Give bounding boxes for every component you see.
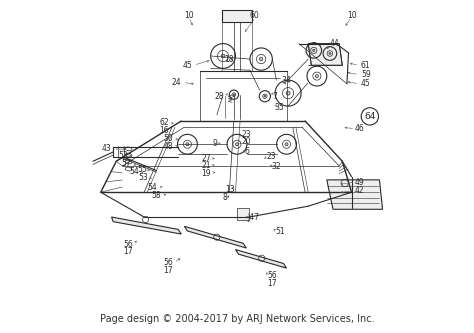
Text: 34: 34 bbox=[282, 76, 292, 85]
Text: 21: 21 bbox=[201, 161, 211, 170]
Text: 45: 45 bbox=[182, 61, 192, 70]
Circle shape bbox=[264, 95, 266, 97]
Polygon shape bbox=[236, 249, 287, 268]
Text: 57: 57 bbox=[121, 159, 131, 168]
Text: 51: 51 bbox=[276, 227, 285, 236]
Polygon shape bbox=[111, 217, 181, 234]
Text: 18: 18 bbox=[224, 55, 234, 64]
Text: 54: 54 bbox=[148, 183, 157, 192]
Text: Page design © 2004-2017 by ARJ Network Services, Inc.: Page design © 2004-2017 by ARJ Network S… bbox=[100, 314, 374, 324]
Text: 9: 9 bbox=[213, 139, 218, 148]
Circle shape bbox=[286, 91, 290, 95]
Text: 56: 56 bbox=[267, 271, 277, 280]
Text: 6: 6 bbox=[245, 147, 250, 156]
Text: 48: 48 bbox=[164, 142, 173, 151]
Polygon shape bbox=[327, 180, 383, 209]
Circle shape bbox=[221, 54, 225, 58]
Text: 17: 17 bbox=[164, 266, 173, 275]
Text: 55: 55 bbox=[137, 165, 147, 174]
Text: 42: 42 bbox=[355, 186, 365, 195]
Text: 24: 24 bbox=[172, 78, 181, 87]
Text: 10: 10 bbox=[184, 11, 194, 20]
Text: 50: 50 bbox=[164, 134, 173, 143]
Text: 17: 17 bbox=[267, 279, 277, 288]
Text: 45: 45 bbox=[361, 79, 371, 88]
Text: 27: 27 bbox=[201, 154, 211, 163]
Text: 10: 10 bbox=[347, 11, 356, 20]
Circle shape bbox=[186, 143, 189, 146]
Text: 23: 23 bbox=[266, 152, 276, 161]
Circle shape bbox=[236, 143, 238, 146]
Polygon shape bbox=[308, 44, 342, 65]
Text: 13: 13 bbox=[225, 184, 235, 194]
Polygon shape bbox=[184, 226, 246, 248]
Circle shape bbox=[285, 143, 288, 146]
Circle shape bbox=[329, 53, 331, 55]
Text: 61: 61 bbox=[361, 61, 371, 70]
Text: 23: 23 bbox=[242, 130, 251, 139]
Text: 49: 49 bbox=[355, 177, 365, 186]
Text: 20: 20 bbox=[242, 137, 251, 146]
Text: 32: 32 bbox=[271, 162, 281, 171]
Text: 64: 64 bbox=[364, 112, 375, 121]
Text: 43: 43 bbox=[102, 145, 111, 154]
Text: 59: 59 bbox=[361, 70, 371, 79]
Text: 52: 52 bbox=[118, 151, 128, 160]
Text: 16: 16 bbox=[159, 126, 169, 135]
Text: 44: 44 bbox=[330, 39, 340, 48]
Text: 58: 58 bbox=[152, 191, 161, 200]
Text: 60: 60 bbox=[249, 11, 259, 20]
Text: 8: 8 bbox=[222, 193, 227, 202]
Circle shape bbox=[259, 57, 263, 61]
Polygon shape bbox=[237, 208, 249, 220]
Text: 28: 28 bbox=[215, 92, 224, 101]
Text: 62: 62 bbox=[159, 118, 169, 127]
Text: 53: 53 bbox=[138, 173, 148, 182]
Text: J47: J47 bbox=[248, 213, 260, 222]
Text: 54: 54 bbox=[129, 167, 139, 176]
Text: 17: 17 bbox=[123, 247, 133, 256]
Text: 35: 35 bbox=[274, 103, 284, 112]
Text: 19: 19 bbox=[201, 168, 211, 177]
Text: 46: 46 bbox=[355, 124, 365, 133]
Circle shape bbox=[315, 75, 319, 78]
Polygon shape bbox=[221, 10, 253, 22]
Text: 56: 56 bbox=[123, 240, 133, 249]
Circle shape bbox=[233, 94, 235, 95]
Text: 7: 7 bbox=[273, 92, 277, 101]
Text: 56: 56 bbox=[164, 258, 173, 267]
Circle shape bbox=[313, 49, 315, 52]
